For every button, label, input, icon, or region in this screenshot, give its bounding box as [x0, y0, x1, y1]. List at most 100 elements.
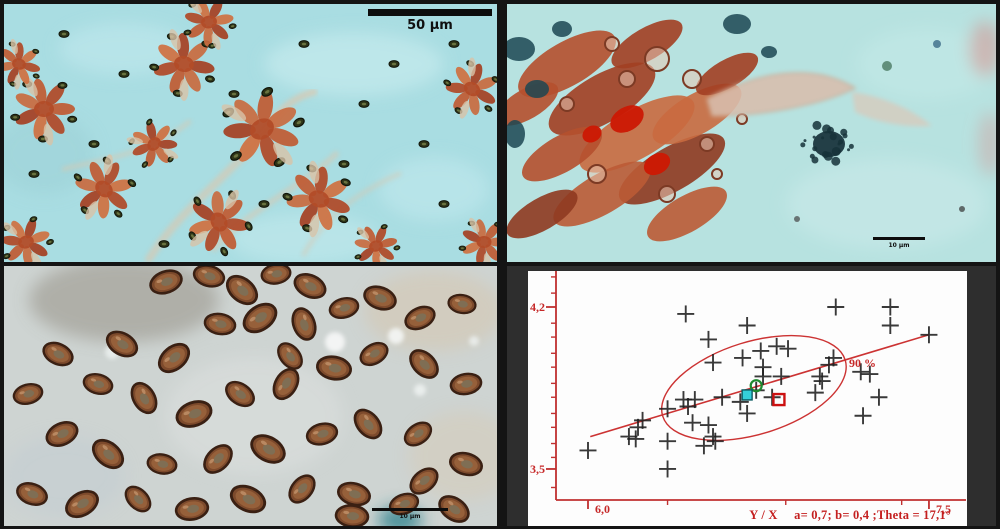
- basidium: [132, 143, 151, 156]
- stained-cell-mass: [507, 14, 777, 242]
- basidium: [29, 231, 50, 243]
- chart-caption: Y / X a= 0,7; b= 0,4 ;Theta = 17,1°: [749, 508, 951, 522]
- sterile-cell: [179, 78, 189, 101]
- data-point-cross: [824, 349, 842, 367]
- floating-particle: [933, 40, 941, 48]
- basidium: [379, 238, 398, 248]
- loose-spore: [438, 200, 450, 208]
- attached-spore: [220, 246, 229, 257]
- basidium: [154, 62, 180, 76]
- spore: [250, 434, 286, 464]
- loose-spore: [388, 60, 400, 68]
- data-point-cross: [772, 367, 790, 385]
- basidium: [234, 99, 260, 126]
- micrograph-bottom-left: 10 µm: [4, 266, 497, 526]
- cluster-core: [12, 58, 26, 70]
- basidium: [157, 139, 178, 149]
- basidium: [79, 190, 101, 209]
- attached-spore: [261, 86, 274, 97]
- basidium: [4, 61, 16, 71]
- basidium: [169, 68, 185, 93]
- basidium: [219, 225, 237, 250]
- clump-speck: [822, 124, 832, 134]
- spore: [288, 474, 316, 504]
- air-bubbles: [105, 328, 479, 396]
- cluster-core: [201, 15, 217, 29]
- basidium: [476, 245, 486, 262]
- basidia-cluster: [183, 4, 237, 50]
- sterile-cell: [309, 160, 320, 184]
- sterile-cell: [190, 230, 208, 247]
- basidium: [108, 179, 133, 192]
- clump-speck: [811, 156, 819, 164]
- basidium: [49, 103, 75, 115]
- data-point-cross: [881, 317, 899, 335]
- attached-spore: [114, 209, 123, 218]
- stained-cell: [618, 133, 726, 205]
- basidium: [7, 66, 19, 84]
- stained-cell: [507, 189, 578, 239]
- basidium: [485, 244, 497, 261]
- data-point-cross: [827, 298, 845, 316]
- basidium: [221, 199, 243, 220]
- spore: [42, 341, 74, 367]
- basidium: [295, 174, 317, 197]
- spore: [192, 266, 226, 288]
- spore: [293, 273, 327, 299]
- attached-spore: [282, 192, 293, 201]
- attached-spore: [230, 151, 242, 161]
- attached-spore: [32, 73, 40, 79]
- spore: [409, 467, 439, 495]
- stained-cell: [611, 19, 683, 69]
- clump-speck: [821, 136, 825, 140]
- basidia-cluster: [282, 160, 351, 238]
- sterile-cell: [163, 148, 179, 159]
- basidium: [33, 78, 47, 105]
- data-point-cross: [659, 400, 677, 418]
- basidia-cluster: [126, 118, 179, 168]
- data-point-cross: [699, 330, 717, 348]
- sterile-cell: [126, 136, 143, 145]
- spore: [174, 496, 210, 522]
- data-point-cross: [686, 391, 704, 409]
- spore: [229, 484, 267, 514]
- sterile-cell: [85, 201, 99, 220]
- data-point-cross: [813, 372, 831, 390]
- dark-teal-blob: [552, 21, 572, 37]
- data-point-cross: [752, 342, 770, 360]
- cluster-core: [147, 137, 161, 151]
- data-point-cross: [881, 298, 899, 316]
- sterile-cell: [221, 104, 247, 122]
- vacuole: [604, 36, 620, 52]
- micrograph-top-left-image: 50 µm: [4, 4, 497, 262]
- basidium: [189, 220, 215, 235]
- basidium: [188, 23, 207, 38]
- basidium: [475, 89, 496, 104]
- basidium: [354, 239, 373, 249]
- data-point-cross: [579, 441, 597, 459]
- data-point-cross: [704, 354, 722, 372]
- data-point-cross: [695, 437, 713, 455]
- spore: [16, 482, 48, 506]
- spore: [334, 504, 370, 526]
- basidium: [22, 62, 41, 72]
- dark-teal-blob: [723, 14, 751, 34]
- attached-spore: [458, 245, 467, 251]
- clump-speck: [800, 142, 806, 148]
- basidium: [475, 77, 497, 90]
- basidium: [455, 66, 471, 86]
- basidium: [257, 90, 274, 123]
- loose-spores: [28, 30, 460, 248]
- loose-spore: [448, 40, 460, 48]
- clump-speck: [812, 120, 822, 130]
- spore: [315, 355, 353, 381]
- y-tick-label: 4,2: [530, 300, 545, 314]
- basidia-cluster: [354, 224, 401, 262]
- data-point-cross: [920, 326, 938, 344]
- scatter-plot-quadrant: 4,2 3,5 6,0 7,5 90 % Y / X a= 0,7; b= 0,4 ;T…: [507, 266, 996, 526]
- basidium: [45, 84, 65, 106]
- loose-spore: [358, 100, 370, 108]
- attached-spore: [57, 81, 68, 89]
- attached-spore: [380, 224, 388, 230]
